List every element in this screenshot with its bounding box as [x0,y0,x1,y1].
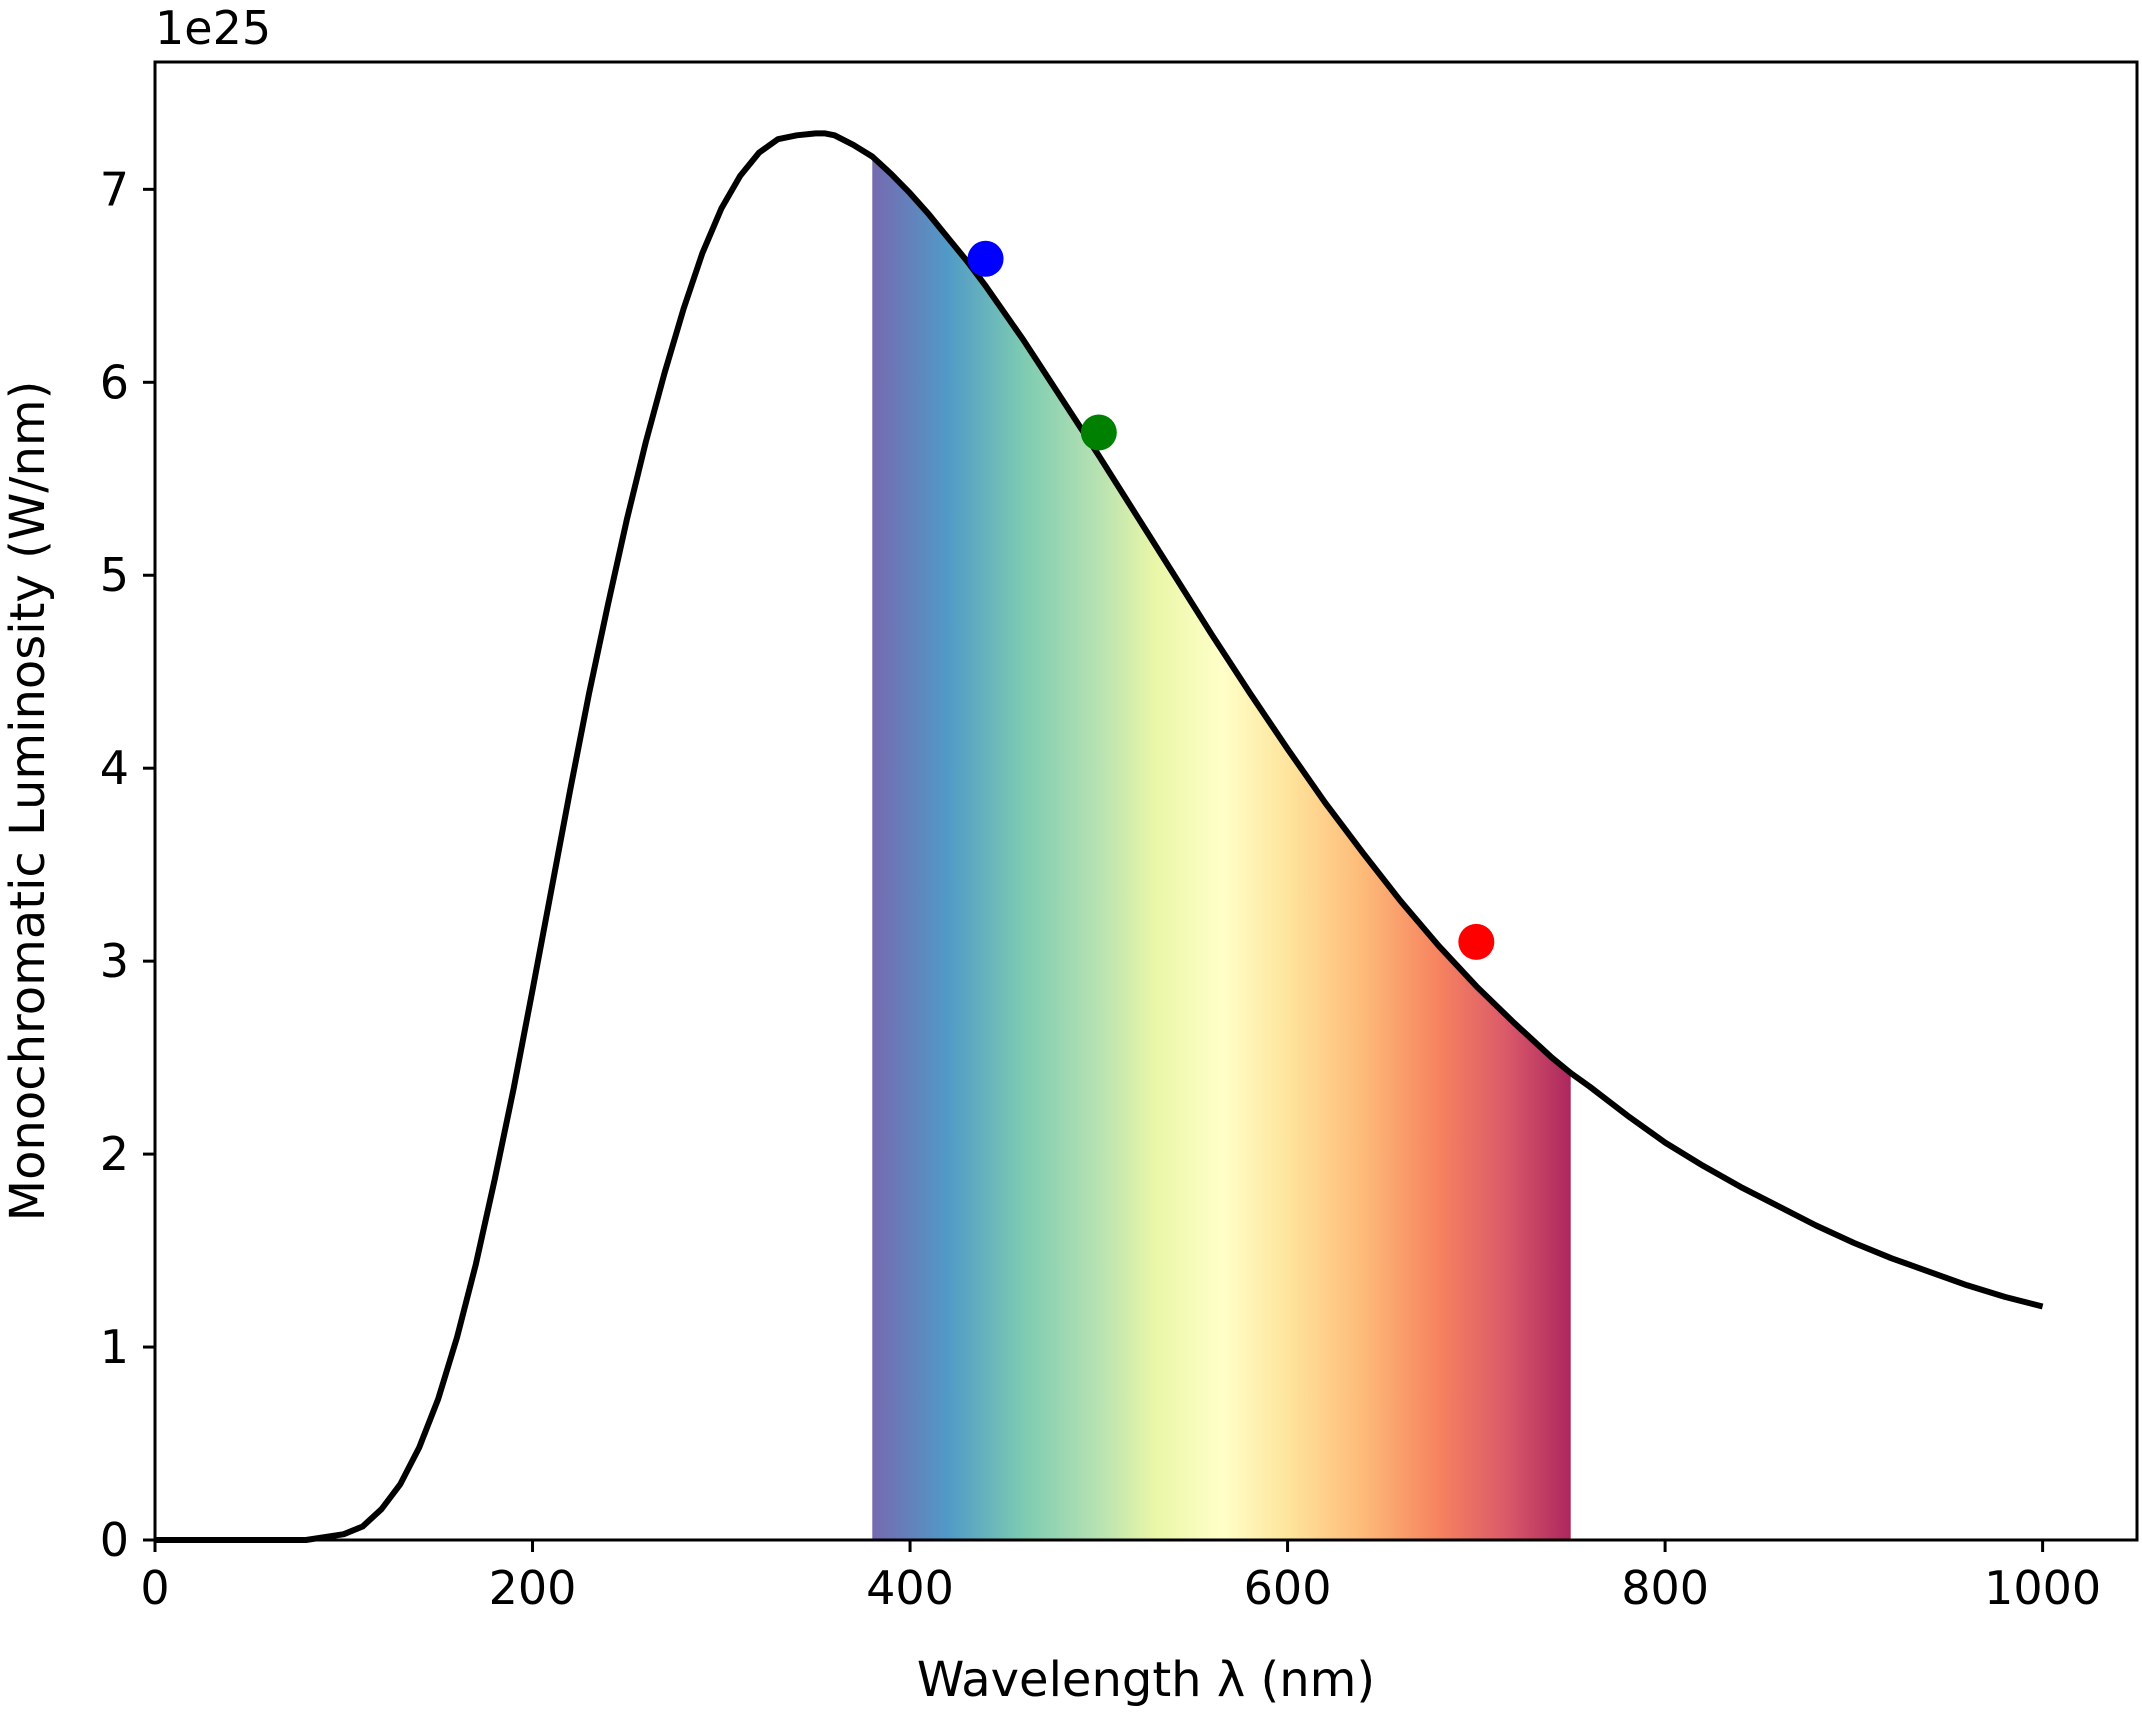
plot-frame [153,60,2139,1542]
x-tick-label: 600 [1244,1561,1332,1615]
x-tick-label: 800 [1621,1561,1709,1615]
y-tick-label: 4 [100,741,129,795]
y-tick-label: 2 [100,1127,129,1181]
data-point-marker-2 [1080,414,1117,451]
y-tick-label: 7 [100,162,129,216]
visible-spectrum-band [872,156,1571,1541]
data-point-marker-1 [967,240,1004,277]
luminosity-curve [155,130,2044,1543]
x-ticks: 0 200 400 600 800 1000 [140,1540,2101,1615]
x-tick-label: 400 [866,1561,954,1615]
data-point-marker-3 [1458,923,1495,960]
y-offset-label: 1e25 [155,1,271,55]
y-tick-label: 6 [100,355,129,409]
marker-layer [967,240,1495,960]
visible-spectrum-band-layer [872,156,1571,1541]
x-tick-label: 200 [489,1561,577,1615]
y-tick-label: 1 [100,1320,129,1374]
x-tick-label: 0 [140,1561,169,1615]
curve-layer [155,130,2044,1543]
y-tick-label: 5 [100,548,129,602]
y-axis-label: Monochromatic Luminosity (W/nm) [0,381,56,1222]
y-tick-label: 0 [100,1513,129,1567]
y-tick-label: 3 [100,934,129,988]
x-tick-label: 1000 [1984,1561,2101,1615]
x-axis-label: Wavelength λ (nm) [917,1652,1375,1708]
y-ticks: 0 1 2 3 4 5 6 7 [100,162,155,1567]
